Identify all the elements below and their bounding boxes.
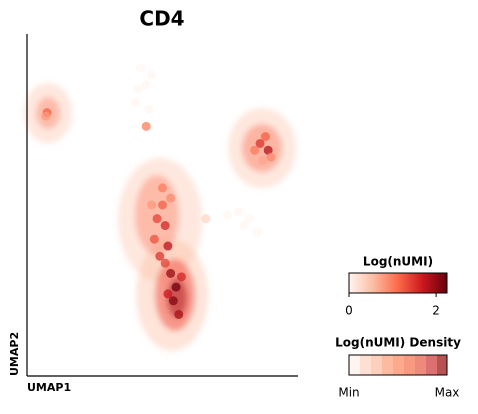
point <box>141 80 151 90</box>
point <box>133 84 143 94</box>
point <box>130 97 140 107</box>
point <box>136 63 146 73</box>
point <box>144 104 154 114</box>
point <box>239 221 249 231</box>
point <box>160 221 170 231</box>
density-colorbar <box>348 354 448 376</box>
point <box>233 207 243 217</box>
point <box>176 272 186 282</box>
point <box>152 214 162 224</box>
density-colorbar-title: Log(nUMI) Density <box>335 336 461 350</box>
point <box>163 241 173 251</box>
colorbar <box>348 272 448 294</box>
point <box>141 121 151 131</box>
point <box>147 70 157 80</box>
point <box>160 258 170 268</box>
point <box>158 183 167 193</box>
point <box>223 210 233 220</box>
point <box>163 289 173 299</box>
density-min-label: Min <box>338 386 359 400</box>
point <box>147 200 157 210</box>
point <box>244 214 254 224</box>
point <box>174 309 184 319</box>
chart-title: CD4 <box>139 7 184 31</box>
point <box>41 111 51 121</box>
point <box>266 152 276 162</box>
point <box>258 156 268 166</box>
point <box>155 251 165 261</box>
point <box>149 234 159 244</box>
point <box>263 145 273 155</box>
colorbar-tick-label: 0 <box>345 304 353 318</box>
x-axis-label: UMAP1 <box>27 381 71 394</box>
colorbar-tick-label: 2 <box>432 304 440 318</box>
point <box>250 145 260 155</box>
point <box>166 268 176 278</box>
point <box>168 296 178 306</box>
point <box>166 193 176 203</box>
point <box>158 200 167 210</box>
point <box>255 138 265 148</box>
y-axis-label: UMAP2 <box>8 332 21 376</box>
colorbar-title: Log(nUMI) <box>363 255 433 269</box>
point <box>171 282 181 292</box>
point <box>260 132 270 142</box>
point <box>201 214 211 224</box>
density-max-label: Max <box>435 386 460 400</box>
point <box>252 227 262 237</box>
